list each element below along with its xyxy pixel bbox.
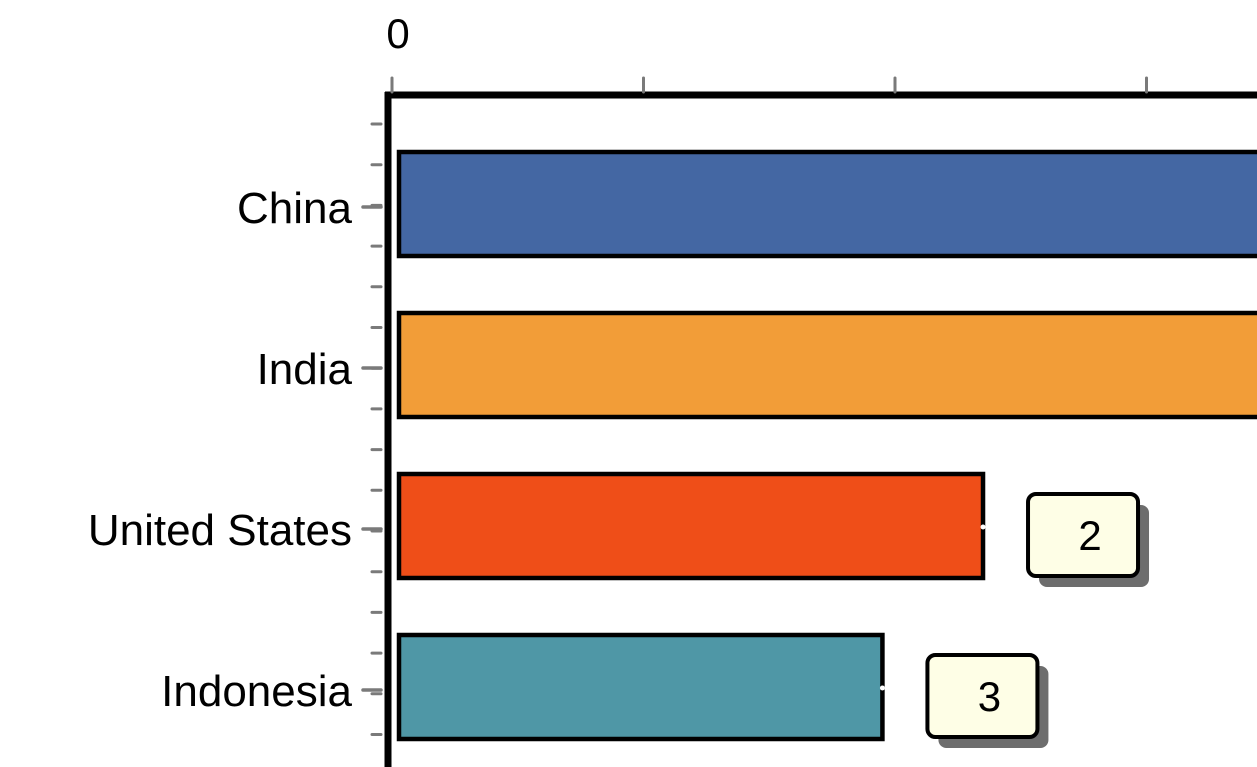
bar — [396, 471, 986, 581]
x-tick-label: 0 — [386, 10, 409, 57]
bar-end-marker — [879, 685, 885, 691]
data-label: 3 — [978, 673, 1001, 720]
category-label: India — [257, 345, 353, 394]
category-label: Indonesia — [161, 667, 352, 716]
bar-end-marker — [980, 524, 986, 530]
category-label: China — [237, 184, 352, 233]
bar — [396, 149, 1257, 259]
bar — [396, 632, 885, 742]
axes — [361, 76, 1257, 767]
data-label: 2 — [1078, 512, 1101, 559]
bars — [396, 149, 1257, 742]
category-label: United States — [88, 506, 352, 555]
bar — [396, 310, 1257, 420]
label-box — [925, 653, 1040, 739]
label-box — [1026, 492, 1141, 578]
labels: 0 China India United States 2 Indonesia 3 — [88, 10, 1150, 748]
